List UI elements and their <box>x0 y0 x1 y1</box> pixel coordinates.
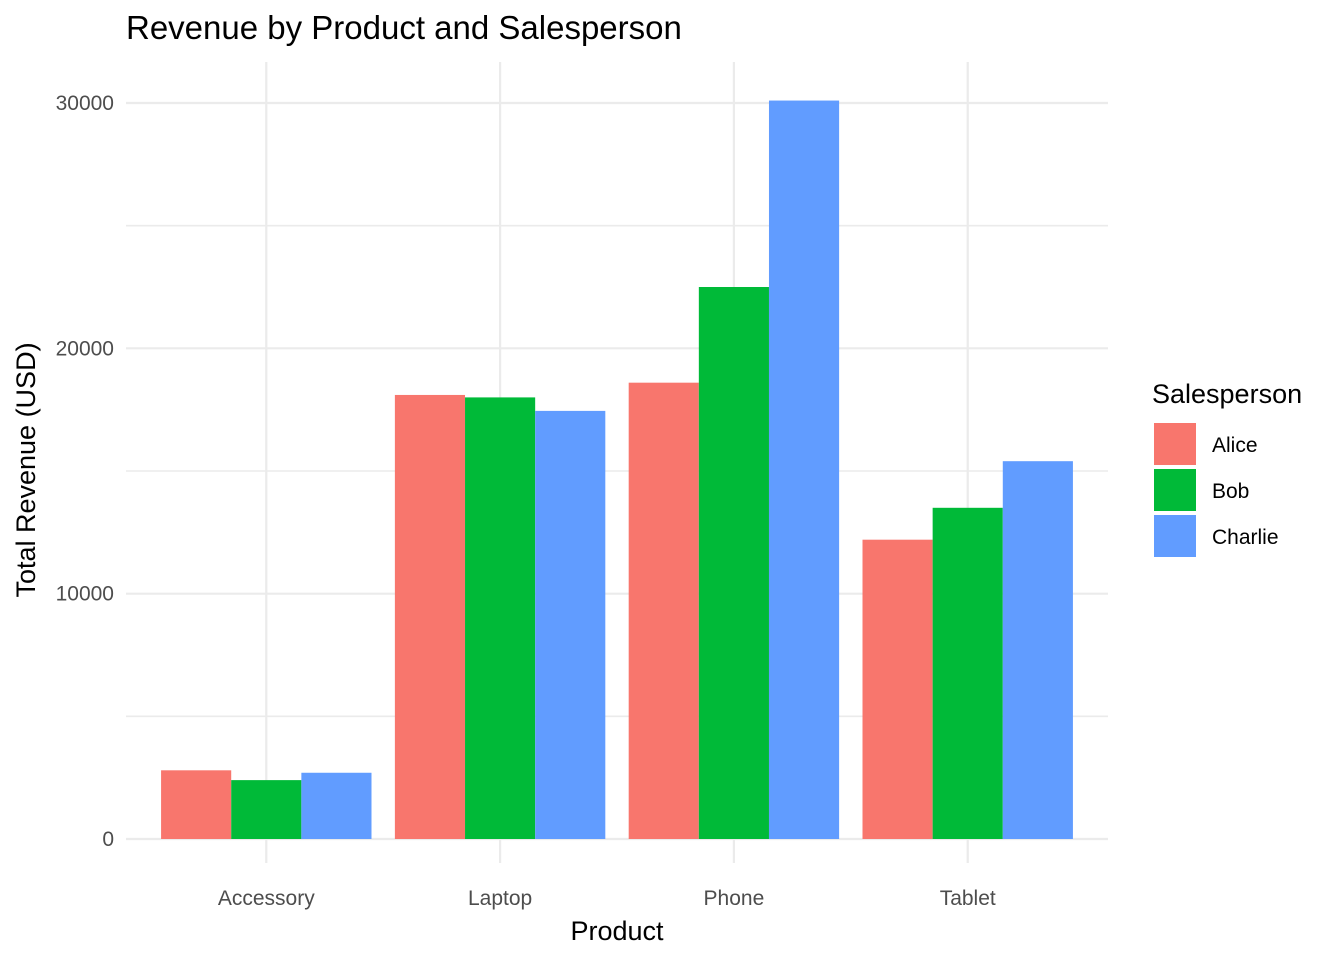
y-axis-ticks: 0 10000 20000 30000 <box>56 92 114 851</box>
legend-key-charlie <box>1154 515 1196 557</box>
y-axis-title: Total Revenue (USD) <box>11 342 41 597</box>
bar-phone-alice <box>628 382 699 839</box>
bar-phone-bob <box>698 287 769 839</box>
bar-accessory-bob <box>231 780 302 839</box>
legend: Salesperson Alice Bob Charlie <box>1152 379 1302 557</box>
bar-accessory-charlie <box>301 772 372 839</box>
legend-label-charlie: Charlie <box>1212 526 1279 549</box>
bar-tablet-charlie <box>1002 461 1073 839</box>
bar-laptop-bob <box>465 397 536 839</box>
legend-label-alice: Alice <box>1212 434 1258 457</box>
y-tick-label: 10000 <box>56 583 114 606</box>
x-axis-title: Product <box>570 916 664 946</box>
y-tick-label: 20000 <box>56 337 114 360</box>
bar-laptop-alice <box>394 394 466 839</box>
legend-key-alice <box>1154 423 1196 465</box>
x-axis-ticks: Accessory Laptop Phone Tablet <box>218 887 996 910</box>
x-tick-label: Accessory <box>218 887 315 910</box>
legend-key-bob <box>1154 469 1196 511</box>
bars <box>161 100 1073 839</box>
legend-title: Salesperson <box>1152 379 1302 409</box>
bar-tablet-bob <box>932 507 1003 839</box>
bar-tablet-alice <box>862 539 933 839</box>
x-tick-label: Tablet <box>940 887 996 910</box>
legend-label-bob: Bob <box>1212 480 1249 503</box>
chart-title: Revenue by Product and Salesperson <box>126 9 682 46</box>
y-tick-label: 30000 <box>56 92 114 115</box>
y-tick-label: 0 <box>102 828 114 851</box>
bar-phone-charlie <box>768 100 840 839</box>
x-tick-label: Laptop <box>468 887 532 910</box>
bar-accessory-alice <box>161 770 232 839</box>
x-tick-label: Phone <box>704 887 765 910</box>
bar-laptop-charlie <box>535 410 606 839</box>
